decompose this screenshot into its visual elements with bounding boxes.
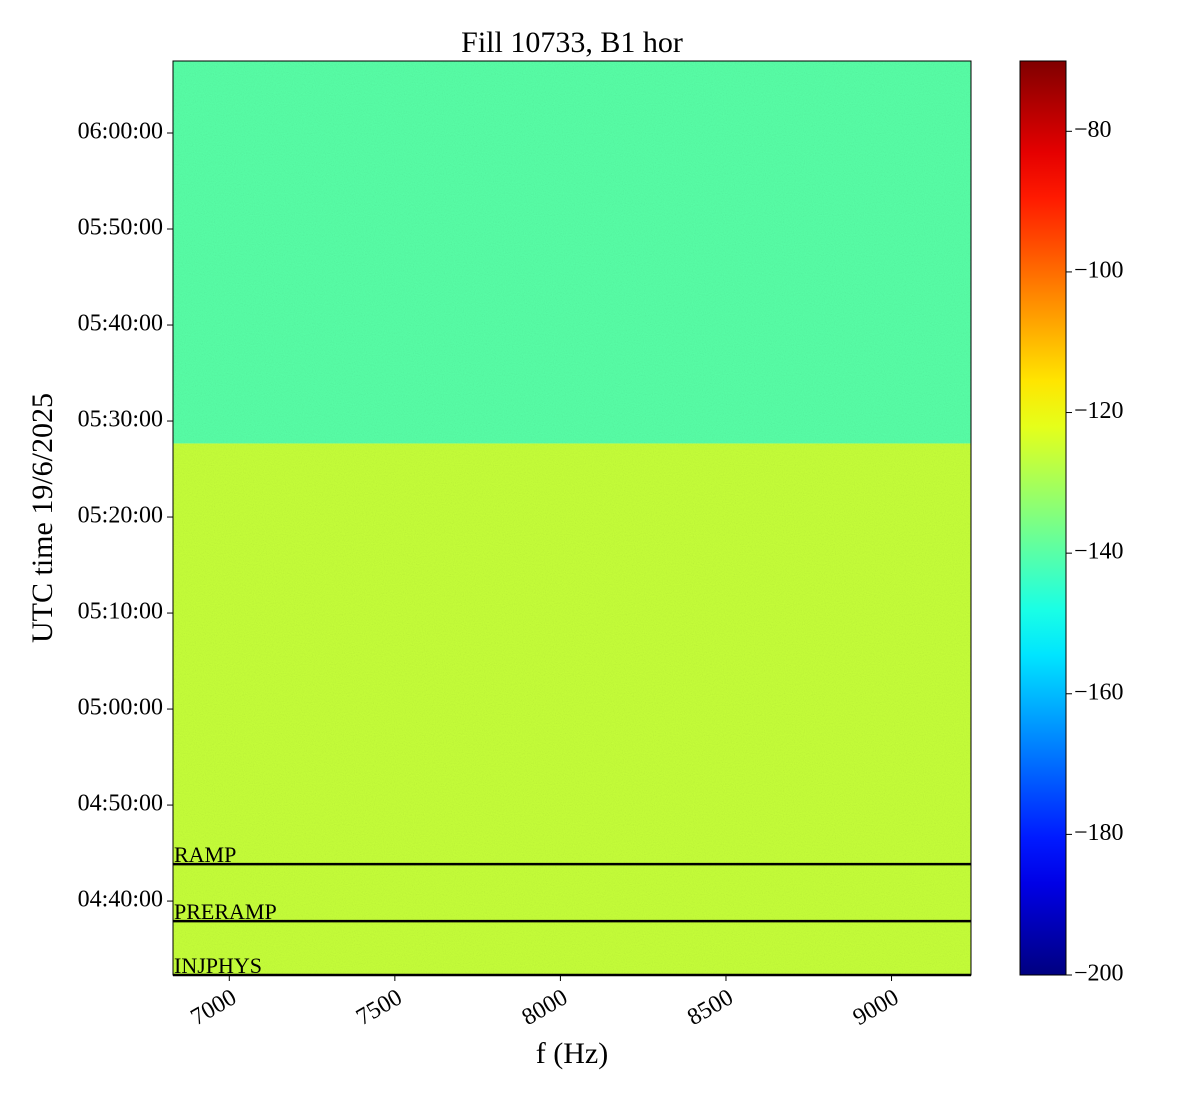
y-tick-label: 05:50:00 xyxy=(78,215,163,241)
colorbar-tick-label: −180 xyxy=(1074,820,1124,846)
y-tick-label: 05:40:00 xyxy=(78,311,163,337)
chart-title: Fill 10733, B1 hor xyxy=(461,26,683,59)
x-tick-label: 8500 xyxy=(683,984,738,1031)
colorbar-tick-label: −100 xyxy=(1074,257,1124,283)
event-label: RAMP xyxy=(174,842,236,867)
colorbar xyxy=(1019,60,1067,976)
y-tick-label: 05:30:00 xyxy=(78,407,163,433)
texture xyxy=(173,61,971,975)
x-tick-label: 7500 xyxy=(352,984,407,1031)
colorbar-tick-label: −120 xyxy=(1074,398,1124,424)
y-axis-label: UTC time 19/6/2025 xyxy=(26,393,59,643)
y-tick-label: 04:40:00 xyxy=(78,887,163,913)
x-tick-label: 7000 xyxy=(186,984,241,1031)
event-label: PRERAMP xyxy=(174,899,277,924)
heatmap xyxy=(173,61,971,975)
x-tick-label: 9000 xyxy=(849,984,904,1031)
colorbar-tick-label: −200 xyxy=(1074,961,1124,987)
x-axis-label: f (Hz) xyxy=(536,1037,608,1070)
event-label: INJPHYS xyxy=(174,953,262,978)
y-tick-label: 04:50:00 xyxy=(78,791,163,817)
y-tick-label: 05:10:00 xyxy=(78,599,163,625)
colorbar-tick-label: −160 xyxy=(1074,679,1124,705)
colorbar-tick-label: −80 xyxy=(1074,117,1112,143)
y-tick-label: 06:00:00 xyxy=(78,119,163,145)
y-tick-label: 05:00:00 xyxy=(78,695,163,721)
plot-frame xyxy=(172,60,972,976)
y-tick-label: 05:20:00 xyxy=(78,503,163,529)
colorbar-tick-label: −140 xyxy=(1074,539,1124,565)
x-tick-label: 8000 xyxy=(518,984,573,1031)
